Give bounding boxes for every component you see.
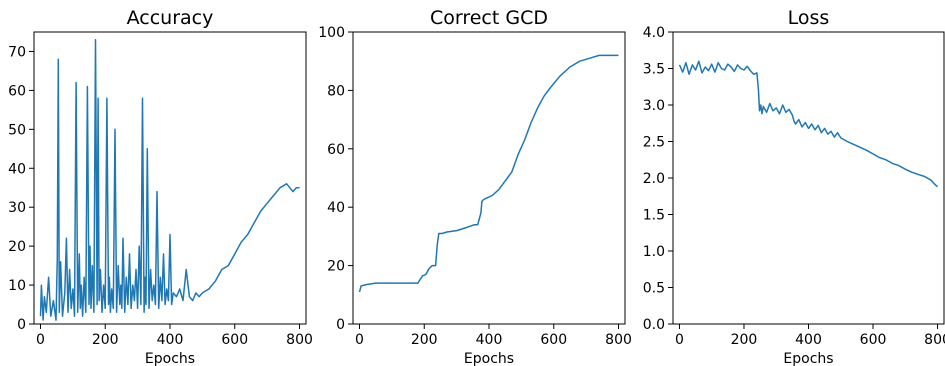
chart-title: Loss — [788, 7, 830, 29]
x-axis-label: Epochs — [145, 351, 195, 366]
y-tick-label: 4.0 — [643, 25, 665, 41]
x-tick-label: 600 — [540, 332, 567, 348]
series-line — [39, 39, 300, 321]
series-line — [358, 54, 619, 293]
x-tick-label: 400 — [795, 332, 822, 348]
x-tick-label: 800 — [286, 332, 313, 348]
x-tick-label: 800 — [605, 332, 632, 348]
y-tick-label: 30 — [8, 200, 26, 216]
y-tick-label: 3.5 — [643, 62, 665, 78]
x-tick-label: 800 — [924, 332, 945, 348]
y-tick-label: 70 — [8, 44, 26, 60]
x-axis-label: Epochs — [464, 351, 514, 366]
y-tick-label: 10 — [8, 278, 26, 294]
y-tick-label: 0.0 — [643, 317, 665, 333]
y-tick-label: 1.5 — [643, 208, 665, 224]
panel-loss: 0 200 400 600 800 0.0 0.5 1.0 1.5 2.0 2.5 3.0 3.5 4.0… — [643, 7, 945, 366]
x-tick-label: 600 — [860, 332, 887, 348]
y-tick-label: 0 — [17, 317, 26, 333]
y-tick-label: 0.5 — [643, 281, 665, 297]
y-tick-label: 20 — [8, 239, 26, 255]
x-tick-label: 600 — [221, 332, 248, 348]
chart-title: Accuracy — [127, 7, 214, 29]
x-axis-label: Epochs — [783, 351, 833, 366]
y-tick-label: 2.5 — [643, 135, 665, 151]
y-tick-label: 0 — [336, 317, 345, 333]
x-tick-label: 200 — [92, 332, 119, 348]
y-tick-label: 40 — [327, 200, 345, 216]
x-tick-label: 0 — [36, 332, 45, 348]
panel-correct-gcd: 0 200 400 600 800 0 20 40 60 80 100 Correct GCD Epoc… — [318, 7, 632, 366]
x-tick-label: 400 — [157, 332, 184, 348]
y-tick-label: 80 — [327, 83, 345, 99]
y-tick-label: 50 — [8, 122, 26, 138]
x-tick-label: 400 — [476, 332, 503, 348]
y-tick-label: 60 — [327, 142, 345, 158]
x-tick-label: 200 — [411, 332, 438, 348]
y-tick-label: 40 — [8, 161, 26, 177]
chart-title: Correct GCD — [430, 7, 548, 29]
y-tick-label: 1.0 — [643, 244, 665, 260]
y-tick-label: 3.0 — [643, 98, 665, 114]
y-tick-label: 20 — [327, 259, 345, 275]
y-tick-label: 60 — [8, 83, 26, 99]
plot-frame — [672, 31, 945, 325]
plot-frame — [352, 31, 626, 325]
x-tick-label: 0 — [355, 332, 364, 348]
y-tick-label: 2.0 — [643, 171, 665, 187]
x-tick-label: 200 — [731, 332, 758, 348]
series-line — [678, 60, 939, 188]
x-tick-label: 0 — [675, 332, 684, 348]
panel-accuracy: 0 200 400 600 800 0 10 20 30 40 50 60 70 Accuracy Epoc… — [8, 7, 313, 366]
y-tick-label: 100 — [318, 25, 345, 41]
